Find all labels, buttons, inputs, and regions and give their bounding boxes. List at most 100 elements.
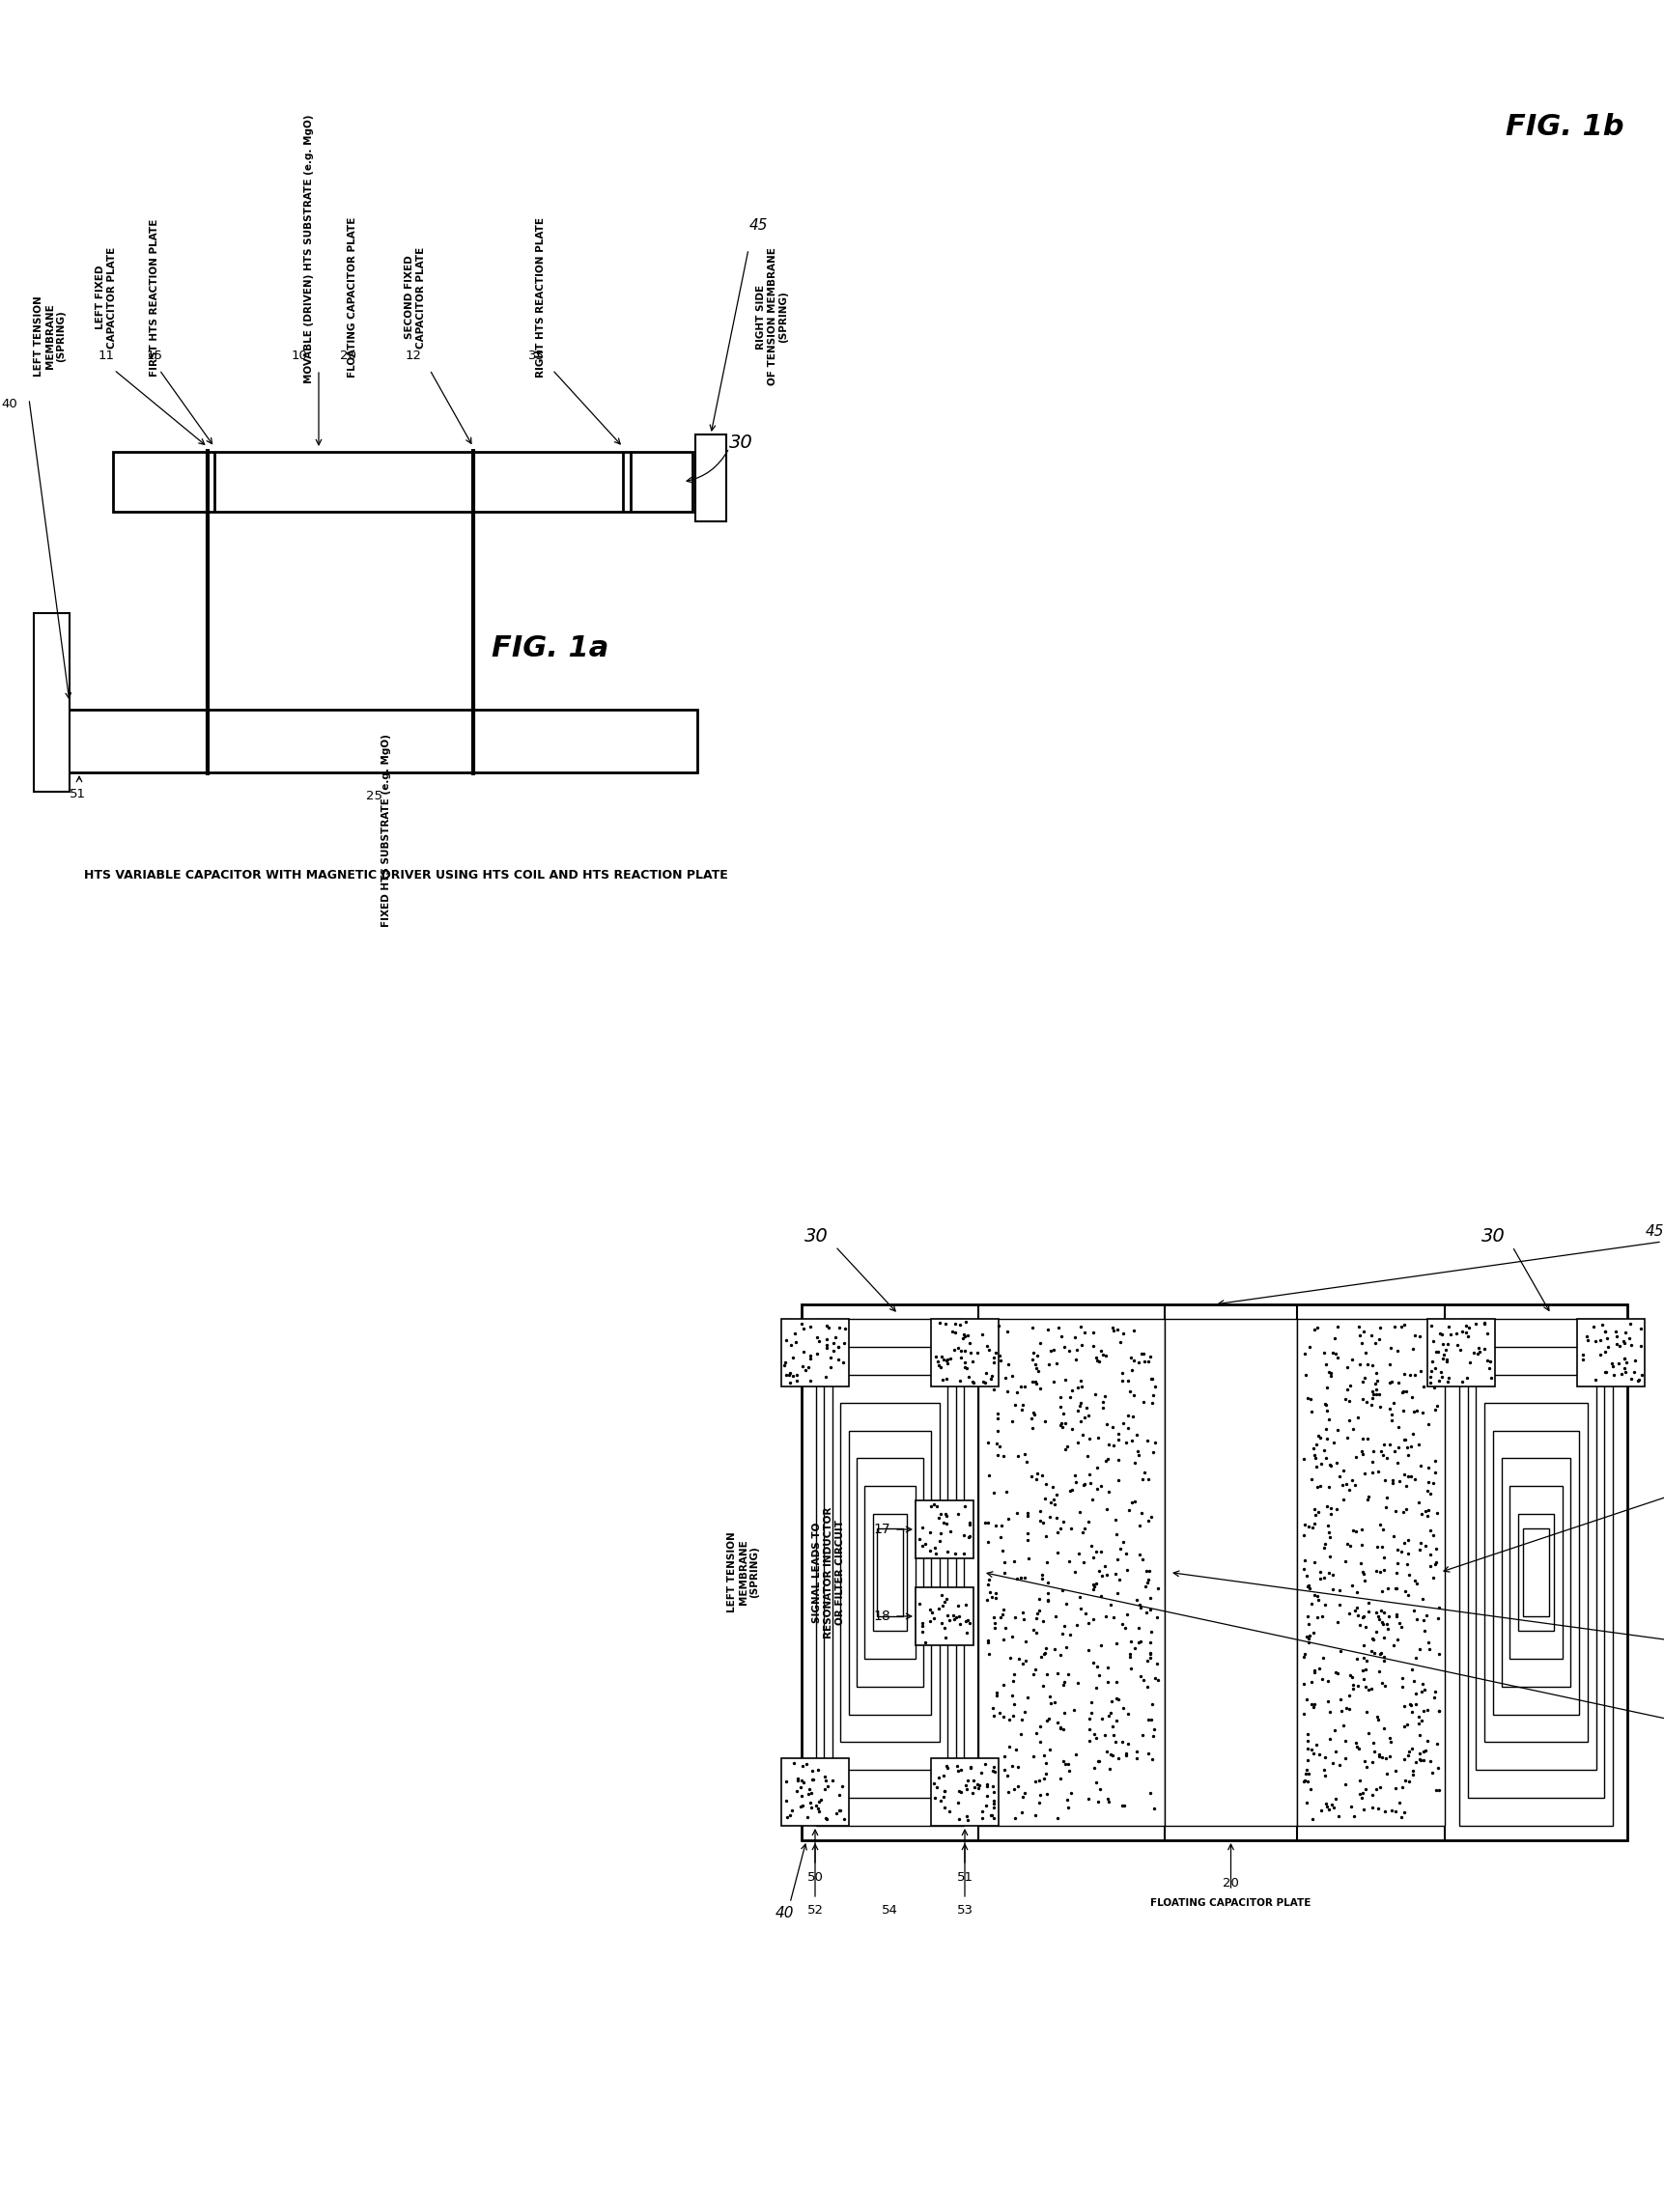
Point — [972, 1745, 998, 1781]
Point — [789, 1747, 815, 1783]
Point — [1311, 1759, 1338, 1794]
Point — [1057, 1754, 1083, 1790]
Point — [922, 1535, 948, 1571]
Point — [1421, 1674, 1448, 1710]
Point — [772, 1763, 799, 1798]
Point — [1118, 1624, 1145, 1659]
Point — [952, 1588, 978, 1624]
Point — [1112, 1787, 1138, 1823]
Point — [1130, 1542, 1156, 1577]
Point — [1456, 1310, 1483, 1345]
Point — [1062, 1321, 1088, 1356]
Point — [973, 1329, 1000, 1365]
Point — [782, 1316, 809, 1352]
Point — [1384, 1621, 1411, 1657]
Point — [1080, 1314, 1107, 1349]
Point — [934, 1582, 960, 1617]
Point — [1416, 1464, 1443, 1500]
Point — [1022, 1347, 1048, 1382]
Point — [1366, 1770, 1393, 1805]
Point — [1052, 1431, 1078, 1467]
Point — [1052, 1329, 1078, 1365]
Point — [1103, 1723, 1130, 1759]
Point — [827, 1310, 854, 1345]
Point — [1028, 1557, 1055, 1593]
Bar — [65, 710, 697, 772]
Point — [1000, 1544, 1027, 1579]
Point — [1331, 1482, 1358, 1517]
Point — [927, 1498, 953, 1533]
Point — [1401, 1462, 1428, 1498]
Point — [1290, 1517, 1316, 1553]
Point — [1394, 1438, 1421, 1473]
Point — [992, 1555, 1018, 1590]
Point — [982, 1509, 1008, 1544]
Point — [997, 1641, 1023, 1677]
Point — [1401, 1356, 1428, 1391]
Point — [1100, 1599, 1127, 1635]
Point — [1135, 1703, 1161, 1739]
Point — [1100, 1717, 1127, 1752]
Point — [1423, 1455, 1449, 1491]
Point — [1291, 1639, 1318, 1674]
Point — [1419, 1467, 1446, 1502]
Point — [1383, 1754, 1409, 1790]
Point — [1115, 1697, 1142, 1732]
Point — [1318, 1449, 1345, 1484]
Point — [1300, 1511, 1326, 1546]
Point — [1301, 1491, 1328, 1526]
Point — [1118, 1422, 1145, 1458]
Point — [777, 1327, 804, 1363]
Point — [947, 1774, 973, 1809]
Point — [1291, 1542, 1318, 1577]
Point — [950, 1537, 977, 1573]
Point — [947, 1752, 973, 1787]
Point — [829, 1767, 855, 1803]
Point — [1316, 1447, 1343, 1482]
Point — [1346, 1776, 1373, 1812]
Point — [1336, 1595, 1363, 1630]
Point — [917, 1489, 943, 1524]
Point — [1093, 1491, 1120, 1526]
Point — [960, 1763, 987, 1798]
Point — [1391, 1688, 1418, 1723]
Point — [1112, 1610, 1138, 1646]
Point — [1113, 1736, 1140, 1772]
Point — [1301, 1688, 1328, 1723]
Point — [1067, 1590, 1093, 1626]
Point — [1394, 1739, 1421, 1774]
Point — [1333, 1467, 1359, 1502]
Point — [1067, 1387, 1093, 1422]
Point — [1122, 1630, 1148, 1666]
Point — [1414, 1449, 1441, 1484]
Point — [1095, 1440, 1122, 1475]
Point — [1353, 1750, 1379, 1785]
Point — [1135, 1504, 1161, 1540]
Point — [998, 1747, 1025, 1783]
Point — [1594, 1321, 1621, 1356]
Point — [1090, 1391, 1117, 1427]
Text: 51: 51 — [957, 1871, 973, 1882]
Point — [1350, 1639, 1376, 1674]
Point — [1008, 1701, 1035, 1736]
Point — [1293, 1681, 1320, 1717]
Point — [1048, 1573, 1075, 1608]
Point — [1433, 1343, 1459, 1378]
Point — [990, 1533, 1017, 1568]
Point — [1291, 1763, 1318, 1798]
Point — [1092, 1717, 1118, 1752]
Point — [1138, 1615, 1165, 1650]
Point — [993, 1473, 1020, 1509]
Point — [1102, 1555, 1128, 1590]
Point — [945, 1754, 972, 1790]
Point — [1394, 1708, 1421, 1743]
Point — [952, 1318, 978, 1354]
Point — [983, 1396, 1010, 1431]
Point — [955, 1763, 982, 1798]
Point — [1122, 1484, 1148, 1520]
Point — [1107, 1562, 1133, 1597]
Bar — [832, 1374, 947, 1770]
Point — [1602, 1314, 1629, 1349]
Point — [1032, 1480, 1058, 1515]
Point — [1078, 1528, 1105, 1564]
